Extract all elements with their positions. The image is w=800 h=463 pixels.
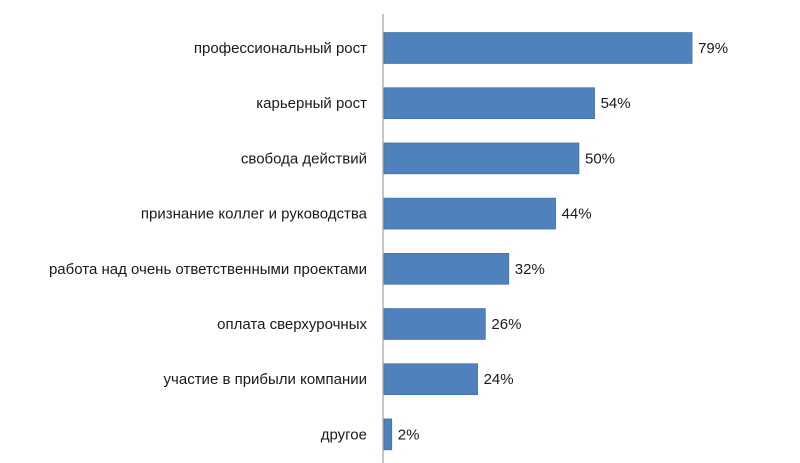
- data-label: 2%: [398, 426, 420, 443]
- category-label: свобода действий: [241, 150, 367, 167]
- bar: [383, 308, 486, 340]
- bar: [383, 253, 510, 285]
- bar: [383, 32, 693, 64]
- category-label: карьерный рост: [256, 95, 367, 112]
- value-labels-group: 79% 54% 50% 44% 32% 26% 24% 2%: [398, 40, 728, 443]
- category-label: оплата сверхурочных: [217, 316, 367, 333]
- data-label: 24%: [484, 371, 514, 388]
- data-label: 44%: [562, 206, 592, 223]
- data-label: 26%: [491, 316, 521, 333]
- category-label: признание коллег и руководства: [141, 206, 368, 223]
- category-label: профессиональный рост: [194, 40, 367, 57]
- bar: [383, 142, 580, 175]
- bar: [383, 363, 478, 396]
- data-label: 50%: [585, 150, 615, 167]
- bar: [383, 418, 393, 451]
- data-label: 54%: [601, 95, 631, 112]
- bar: [383, 87, 595, 119]
- category-label: другое: [321, 426, 367, 443]
- bar: [383, 197, 556, 230]
- data-label: 32%: [515, 261, 545, 278]
- category-label: работа над очень ответственными проектам…: [49, 261, 367, 278]
- category-labels-group: профессиональный рост карьерный рост свобо…: [49, 40, 368, 443]
- category-label: участие в прибыли компании: [164, 371, 367, 388]
- bars-group: [383, 32, 693, 451]
- data-label: 79%: [698, 40, 728, 57]
